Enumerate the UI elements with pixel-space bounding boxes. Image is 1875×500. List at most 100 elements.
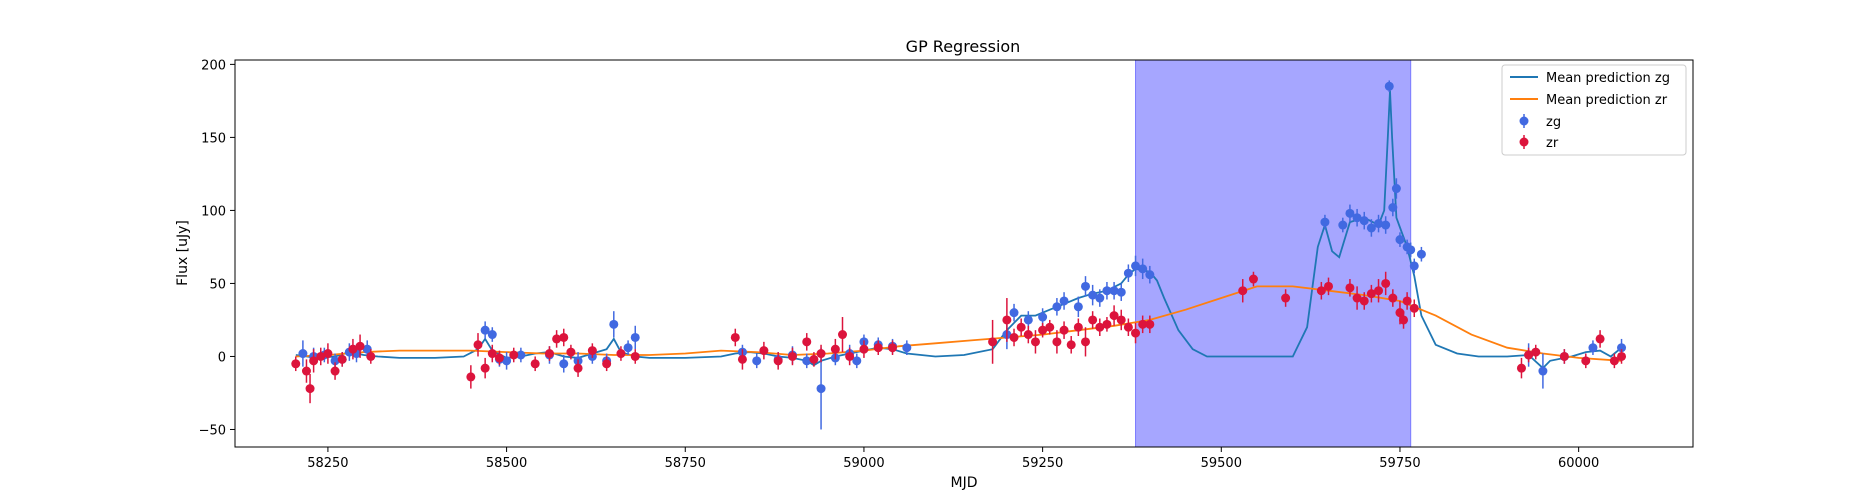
data-point-zg — [1395, 235, 1405, 245]
data-point-zr — [530, 359, 540, 369]
data-point-zg — [1023, 315, 1033, 325]
data-point-zg — [752, 356, 762, 366]
data-point-zr — [566, 347, 576, 357]
data-point-zr — [1066, 340, 1076, 350]
data-point-zr — [1095, 322, 1105, 332]
data-point-zr — [1238, 286, 1248, 296]
series-zr — [291, 271, 1627, 404]
data-point-zr — [888, 343, 898, 353]
data-point-zr — [487, 349, 497, 359]
selected-time-window — [1135, 59, 1412, 448]
data-point-zr — [787, 351, 797, 361]
x-axis: 58250 58500 58750 59000 59250 59500 59750 60000 — [307, 447, 1599, 471]
y-tick-label: 0 — [218, 350, 226, 365]
data-point-zr — [1009, 332, 1019, 342]
data-point-zr — [1123, 322, 1133, 332]
x-tick-label: 59000 — [843, 456, 884, 471]
data-point-zr — [1109, 311, 1119, 321]
data-point-zg — [1352, 213, 1362, 223]
data-point-zr — [1381, 278, 1391, 288]
legend-swatch-zr-marker — [1519, 137, 1529, 147]
plot-frame — [234, 59, 1694, 448]
data-point-zg — [1366, 223, 1376, 233]
chart-title: GP Regression — [906, 37, 1021, 56]
data-point-zg — [609, 319, 619, 329]
data-point-zg — [298, 349, 308, 359]
data-point-zr — [616, 349, 626, 359]
data-point-zr — [1059, 325, 1069, 335]
data-point-zr — [1399, 315, 1409, 325]
y-axis: −50 0 50 100 150 200 — [199, 58, 235, 438]
data-point-zr — [1081, 337, 1090, 347]
data-point-zg — [330, 356, 340, 366]
data-point-zr — [559, 332, 569, 342]
data-point-zg — [852, 356, 862, 366]
x-tick-label: 59250 — [1022, 456, 1063, 471]
data-point-zr — [1374, 286, 1384, 296]
y-tick-label: 200 — [201, 58, 226, 73]
legend-label-zg-line: Mean prediction zg — [1546, 71, 1670, 86]
data-point-zr — [730, 332, 740, 342]
data-point-zr — [1038, 325, 1048, 335]
legend-box — [1501, 64, 1687, 156]
data-point-zg — [1038, 312, 1048, 322]
legend: Mean prediction zg Mean prediction zr zg… — [1501, 64, 1687, 156]
data-point-zr — [1088, 315, 1098, 325]
x-tick-label: 58250 — [307, 456, 348, 471]
data-point-zr — [587, 346, 597, 356]
data-point-zr — [494, 353, 504, 363]
data-point-zr — [1531, 347, 1541, 357]
legend-swatch-zg-marker — [1519, 116, 1529, 126]
y-axis-label: Flux [uJy] — [175, 220, 191, 286]
data-point-zr — [1145, 319, 1155, 329]
data-point-zr — [1052, 337, 1062, 347]
data-point-zg — [1009, 308, 1019, 318]
data-point-zg — [1073, 302, 1083, 312]
data-point-zr — [305, 384, 315, 394]
data-point-zg — [1345, 208, 1355, 218]
data-point-zr — [366, 351, 376, 361]
data-point-zg — [480, 325, 490, 335]
data-point-zr — [1002, 315, 1012, 325]
legend-label-zg-points: zg — [1546, 115, 1561, 130]
data-point-zg — [1388, 202, 1398, 212]
data-point-zr — [1324, 281, 1333, 291]
data-point-zr — [316, 351, 326, 361]
data-point-zr — [1102, 319, 1112, 329]
data-point-zg — [1052, 302, 1062, 312]
data-point-zr — [573, 363, 583, 373]
data-point-zr — [1345, 283, 1355, 293]
data-point-zr — [1073, 322, 1083, 332]
data-point-zg — [902, 343, 912, 353]
data-point-zr — [630, 351, 640, 361]
data-point-zg — [1059, 296, 1069, 306]
x-tick-label: 59750 — [1379, 456, 1420, 471]
data-point-zg — [623, 343, 633, 353]
data-point-zr — [473, 340, 483, 350]
y-tick-label: −50 — [199, 423, 226, 438]
data-point-zr — [552, 334, 562, 344]
data-point-zr — [838, 330, 847, 340]
data-point-zg — [1374, 219, 1384, 229]
data-point-zr — [1516, 363, 1526, 373]
data-point-zr — [291, 359, 301, 369]
data-point-zr — [1609, 356, 1619, 366]
data-point-zg — [1095, 293, 1105, 303]
data-point-zg — [1088, 290, 1098, 300]
data-point-zr — [773, 356, 783, 366]
data-point-zr — [1352, 293, 1362, 303]
data-point-zg — [802, 356, 812, 366]
data-point-zr — [1023, 330, 1033, 340]
data-point-zr — [1248, 274, 1258, 284]
data-point-zg — [1320, 217, 1330, 227]
data-point-zr — [1366, 289, 1376, 299]
x-tick-label: 58500 — [486, 456, 527, 471]
data-point-zg — [1359, 216, 1369, 226]
data-point-zr — [509, 350, 519, 360]
data-point-zr — [348, 344, 358, 354]
data-point-zg — [1406, 245, 1416, 255]
data-point-zr — [1524, 350, 1534, 360]
data-point-zg — [1381, 220, 1391, 230]
data-point-zr — [1409, 303, 1419, 313]
data-point-zg — [1116, 287, 1126, 297]
